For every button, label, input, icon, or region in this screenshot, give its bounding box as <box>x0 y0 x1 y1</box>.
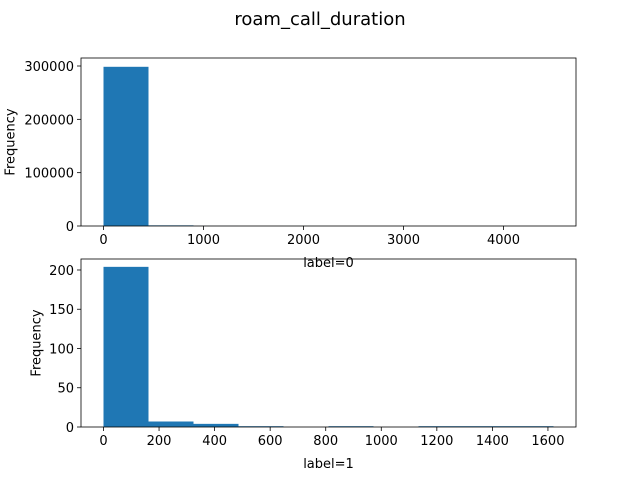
y-tick-label: 100 <box>49 342 74 357</box>
y-axis-label: Frequency <box>30 309 45 376</box>
x-tick-label: 200 <box>147 434 172 449</box>
y-tick-label: 0 <box>66 421 74 436</box>
histogram-panel-label-0: 0 1000 2000 3000 4000 0 100000 200000 300000 labe… <box>4 57 577 271</box>
y-tick-label: 200 <box>49 264 74 279</box>
x-tick-label: 2000 <box>287 233 320 248</box>
x-tick-label: 400 <box>202 434 227 449</box>
y-tick-label: 100000 <box>24 167 74 182</box>
x-tick-label: 600 <box>258 434 283 449</box>
histogram-panel-label-1: 0 200 400 600 800 1000 1200 1400 1600 0 50 100 150 20… <box>30 258 577 472</box>
x-tick-label: 0 <box>99 233 107 248</box>
y-tick-label: 0 <box>66 220 74 235</box>
x-tick-label: 1400 <box>476 434 509 449</box>
histogram-bar <box>193 423 239 427</box>
y-tick-label: 200000 <box>24 113 74 128</box>
figure-title: roam_call_duration <box>234 9 405 30</box>
x-tick-label: 1000 <box>365 434 398 449</box>
x-tick-label: 4000 <box>487 233 520 248</box>
y-axis-label: Frequency <box>4 108 19 175</box>
x-tick-label: 1600 <box>531 434 564 449</box>
y-tick-label: 150 <box>49 303 74 318</box>
x-tick-label: 1200 <box>420 434 453 449</box>
histogram-bar <box>148 421 194 427</box>
axes-frame <box>80 57 577 227</box>
x-axis-label: label=1 <box>303 457 354 472</box>
axes-frame <box>80 258 577 428</box>
x-axis-label: label=0 <box>303 256 354 271</box>
x-tick-label: 3000 <box>387 233 420 248</box>
x-tick-label: 1000 <box>187 233 220 248</box>
x-tick-label: 0 <box>99 434 107 449</box>
x-tick-label: 800 <box>313 434 338 449</box>
histogram-bar <box>103 266 149 427</box>
histogram-bar <box>103 66 149 226</box>
y-tick-label: 50 <box>57 382 74 397</box>
y-tick-label: 300000 <box>24 60 74 75</box>
